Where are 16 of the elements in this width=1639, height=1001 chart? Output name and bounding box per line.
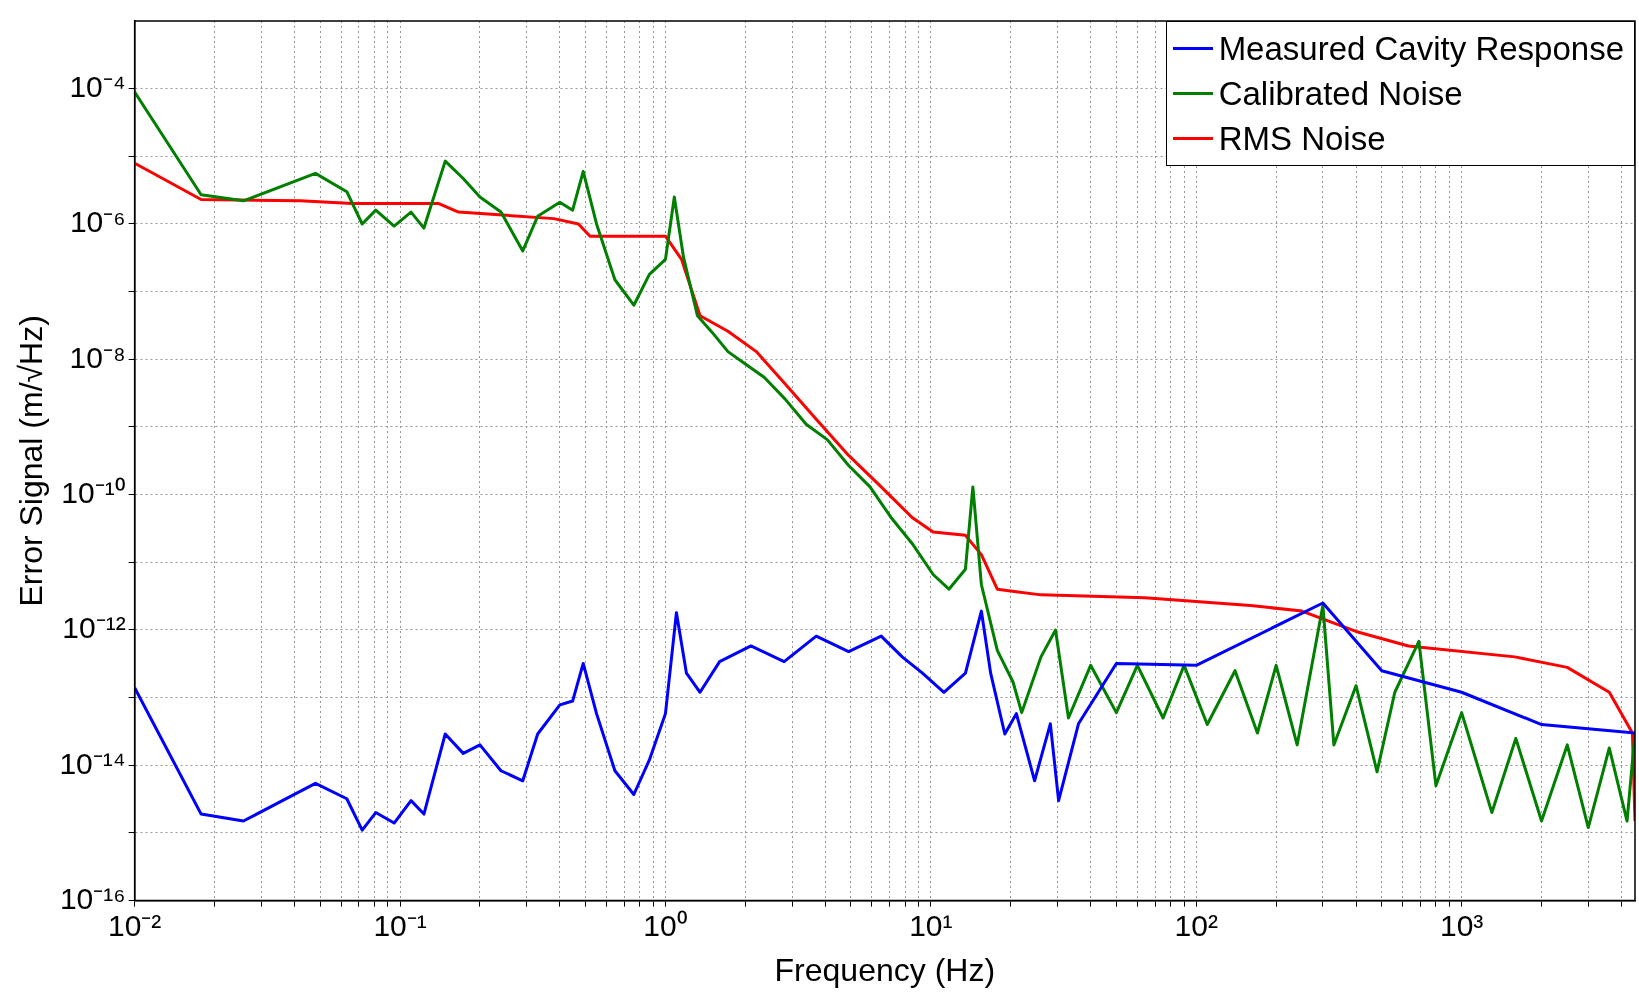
legend-label: RMS Noise: [1218, 119, 1386, 159]
legend-label: Measured Cavity Response: [1218, 29, 1624, 69]
x-tick-label: 10¹: [909, 908, 953, 942]
y-tick-label: 10⁻¹⁴: [59, 746, 126, 780]
x-axis-title: Frequency (Hz): [774, 951, 996, 988]
x-tick-label: 10³: [1439, 908, 1484, 942]
y-tick-label: 10⁻¹²: [62, 611, 126, 645]
x-tick-label: 10⁰: [643, 908, 688, 942]
y-tick-label: 10⁻¹⁰: [61, 475, 126, 509]
y-tick-label: 10⁻⁸: [69, 340, 126, 374]
x-tick-label: 10⁻¹: [373, 908, 427, 942]
x-tick-label: 10²: [1174, 908, 1218, 942]
legend-label: Calibrated Noise: [1218, 74, 1463, 114]
y-axis-title: Error Signal (m/√Hz): [13, 315, 50, 607]
y-tick-label: 10⁻⁴: [69, 69, 126, 103]
y-tick-label: 10⁻⁶: [69, 205, 126, 239]
